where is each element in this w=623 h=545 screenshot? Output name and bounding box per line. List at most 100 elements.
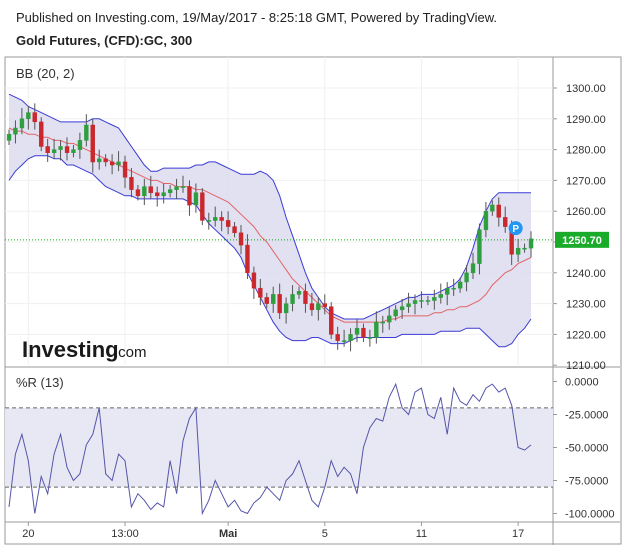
price-tick-label: 1280.00 — [566, 145, 606, 157]
candle-down — [129, 177, 134, 190]
wr-pane-title: %R (13) — [16, 375, 64, 390]
candle-up — [167, 189, 173, 193]
candle-up — [490, 204, 495, 212]
candle-up — [515, 247, 521, 255]
candle-down — [90, 124, 95, 163]
candle-up — [77, 140, 83, 150]
price-tick-label: 1260.00 — [566, 206, 606, 218]
wr-tick-label: -50.0000 — [565, 443, 608, 455]
time-tick-label: 20 — [22, 528, 34, 540]
candle-up — [354, 327, 360, 335]
candle-down — [32, 112, 37, 123]
candle-down — [303, 291, 308, 304]
candle-up — [445, 287, 450, 295]
candle-up — [419, 300, 424, 302]
main-gridlines — [5, 57, 553, 365]
price-tick-label: 1210.00 — [566, 360, 606, 372]
candle-down — [219, 217, 224, 221]
candle-down — [251, 272, 257, 289]
candle-up — [432, 297, 437, 301]
time-tick-label: 17 — [512, 528, 524, 540]
price-tick-label: 1220.00 — [566, 329, 606, 341]
candle-up — [367, 337, 373, 339]
p-badge — [508, 221, 523, 236]
band-fill — [9, 94, 531, 347]
candle-up — [412, 300, 418, 304]
candle-up — [348, 334, 353, 341]
candle-down — [232, 226, 237, 234]
candle-up — [213, 217, 218, 221]
candle-up — [180, 186, 186, 188]
candle-up — [97, 158, 102, 163]
candle-down — [148, 186, 153, 194]
investing-logo: Investing — [22, 337, 119, 362]
candle-down — [103, 158, 108, 163]
candle-up — [393, 309, 398, 317]
candle-down — [335, 334, 340, 341]
candle-down — [258, 287, 263, 298]
candle-down — [496, 204, 501, 218]
candle-up — [316, 303, 321, 311]
bb-upper-line — [8, 93, 531, 320]
candle-down — [309, 303, 315, 311]
candle-up — [522, 247, 527, 250]
candle-up — [457, 281, 463, 289]
candle-up — [283, 303, 289, 314]
candle-down — [45, 146, 50, 153]
candle-up — [19, 118, 25, 129]
candle-down — [122, 161, 128, 178]
candles: P — [6, 103, 534, 352]
candle-down — [135, 189, 141, 197]
candle-up — [271, 294, 276, 304]
wr-tick-label: -25.0000 — [565, 410, 608, 422]
candle-down — [200, 192, 205, 221]
wr-series-line — [8, 382, 532, 516]
p-badge-label: P — [512, 224, 519, 235]
candle-down — [238, 232, 244, 246]
candle-down — [361, 327, 366, 338]
candle-up — [161, 192, 166, 197]
chart-labels: BB (20, 2) %R (13) Investing.com — [16, 66, 147, 390]
candle-down — [39, 121, 44, 147]
price-tick-label: 1270.00 — [566, 175, 606, 187]
candle-up — [71, 149, 76, 153]
candle-up — [6, 133, 12, 141]
candle-up — [425, 300, 431, 302]
time-tick-label: 5 — [322, 528, 328, 540]
candle-down — [155, 192, 160, 197]
candle-up — [174, 186, 179, 190]
candle-up — [13, 127, 18, 135]
price-tick-label: 1290.00 — [566, 114, 606, 126]
candle-up — [142, 186, 147, 197]
price-tick-label: 1230.00 — [566, 299, 606, 311]
candle-up — [451, 287, 456, 290]
time-axis: 20 13:00 Mai 5 11 17 — [22, 522, 524, 540]
candle-up — [464, 272, 469, 283]
time-tick-label: Mai — [219, 528, 237, 540]
candle-up — [84, 124, 89, 141]
bb-pane-title: BB (20, 2) — [16, 66, 75, 81]
williams-r-pane: 0.0000 -25.0000 -50.0000 -75.0000 -100.0000 — [5, 377, 615, 521]
candle-up — [477, 229, 482, 264]
candle-down — [329, 306, 334, 335]
symbol-title[interactable]: Gold Futures, (CFD):GC, 300 — [16, 33, 193, 48]
current-price-marker — [555, 231, 609, 248]
candle-down — [322, 303, 327, 307]
candle-up — [296, 291, 302, 295]
candle-down — [245, 244, 250, 274]
current-price-label: 1250.70 — [562, 235, 602, 247]
candle-up — [26, 112, 31, 120]
outer-border — [4, 56, 622, 545]
published-caption: Published on Investing.com, 19/May/2017 … — [16, 10, 498, 25]
candle-down — [187, 186, 192, 206]
candle-down — [64, 146, 70, 153]
candle-up — [116, 161, 121, 166]
wr-plot — [5, 382, 553, 516]
candle-up — [51, 149, 57, 153]
candle-up — [438, 294, 443, 298]
candle-down — [109, 161, 115, 166]
wr-tick-label: -75.0000 — [565, 476, 608, 488]
candle-up — [406, 303, 411, 307]
candle-up — [290, 294, 295, 304]
